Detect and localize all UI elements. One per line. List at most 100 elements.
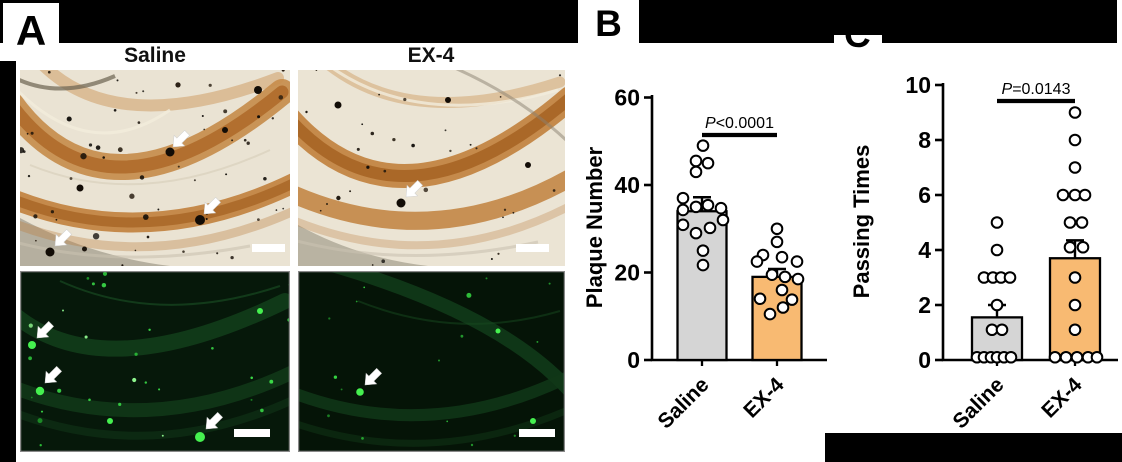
data-point — [753, 292, 767, 306]
y-tick-label: 8 — [918, 127, 931, 153]
y-tick-label: 0 — [918, 347, 931, 373]
data-point — [770, 235, 784, 249]
data-point — [1076, 240, 1090, 254]
data-point — [1056, 188, 1070, 202]
data-point — [701, 198, 715, 212]
data-point — [986, 271, 1000, 284]
y-tick-label: 6 — [918, 182, 931, 208]
data-point — [696, 258, 710, 272]
scale-bar — [516, 244, 549, 252]
saline-brightfield-micrograph — [20, 70, 290, 266]
data-point — [785, 293, 799, 306]
data-point — [689, 154, 703, 168]
data-point — [790, 255, 804, 268]
ex4-fluorescence-micrograph — [298, 271, 565, 452]
y-tick-label: 0 — [627, 347, 640, 373]
data-point — [1068, 133, 1082, 147]
data-point — [997, 350, 1011, 364]
data-point — [1059, 350, 1073, 364]
arrow-icon — [36, 321, 54, 339]
scale-bar — [519, 429, 555, 437]
data-point — [1063, 216, 1077, 229]
data-point — [756, 248, 770, 262]
arrow-icon — [205, 412, 223, 430]
data-point — [995, 323, 1009, 337]
x-category-label-saline: Saline — [949, 373, 1009, 433]
y-tick-label: 4 — [918, 237, 931, 263]
y-tick-label: 60 — [614, 85, 640, 111]
y-tick-label: 40 — [614, 172, 640, 198]
column-title-ex4: EX-4 — [407, 44, 455, 67]
y-tick-label: 20 — [614, 260, 640, 286]
scale-bar — [234, 429, 270, 437]
bar-ex-4 — [1048, 257, 1102, 362]
data-point — [1068, 188, 1082, 202]
x-category-label-ex-4: EX-4 — [739, 373, 789, 423]
data-point — [703, 221, 717, 235]
data-point — [985, 323, 999, 337]
bottom-redaction-bar — [825, 433, 1122, 462]
data-point — [676, 191, 690, 205]
data-point — [1068, 298, 1082, 312]
panel-b-label: B — [578, 0, 639, 45]
top-redaction-bar-left — [0, 0, 580, 43]
significance-label: P=0.0143 — [1002, 81, 1071, 98]
bar-saline — [676, 210, 728, 362]
data-point — [696, 139, 710, 152]
arrow-icon — [203, 197, 221, 215]
y-axis-title: Plaque Number — [582, 146, 607, 308]
data-point — [791, 272, 805, 286]
data-point — [1048, 350, 1062, 364]
data-point — [689, 165, 703, 179]
left-redaction-bar — [0, 61, 16, 462]
data-point — [990, 350, 1004, 364]
data-point — [977, 271, 991, 284]
data-point — [1075, 216, 1089, 229]
arrow-icon — [364, 368, 382, 386]
data-point — [1078, 188, 1092, 202]
data-point — [1068, 161, 1082, 174]
data-point — [1004, 350, 1018, 364]
data-point — [984, 350, 998, 364]
data-point — [1068, 323, 1082, 337]
data-point — [970, 350, 984, 364]
arrow-icon — [54, 229, 72, 247]
data-point — [763, 307, 777, 321]
data-point — [701, 156, 715, 170]
arrow-icon — [405, 180, 423, 198]
column-title-saline: Saline — [124, 44, 186, 67]
data-point — [977, 350, 991, 364]
data-point — [676, 203, 690, 217]
saline-fluorescence-micrograph — [20, 271, 290, 452]
data-point — [676, 218, 690, 232]
scale-bar — [252, 244, 285, 252]
data-point — [765, 268, 779, 281]
data-point — [696, 244, 710, 257]
arrow-icon — [172, 130, 190, 148]
data-point — [750, 255, 764, 268]
significance-label: P<0.0001 — [705, 115, 774, 132]
y-tick-label: 2 — [918, 292, 931, 318]
x-category-label-saline: Saline — [654, 373, 714, 433]
data-point — [776, 301, 790, 314]
data-point — [990, 298, 1004, 312]
data-point — [1068, 106, 1082, 119]
data-point — [1081, 350, 1095, 364]
y-axis-title: Passing Times — [849, 145, 874, 299]
arrow-icon — [44, 366, 62, 384]
data-point — [1063, 240, 1077, 254]
data-point — [990, 243, 1004, 257]
data-point — [994, 271, 1008, 284]
x-category-label-ex-4: EX-4 — [1037, 373, 1087, 423]
data-point — [716, 213, 730, 227]
data-point — [1068, 271, 1082, 284]
bar-saline — [970, 316, 1024, 362]
data-point — [1090, 350, 1104, 364]
data-point — [689, 200, 703, 214]
panel-c-label: C — [834, 35, 882, 65]
bar-ex-4 — [751, 275, 803, 362]
data-point — [689, 226, 703, 240]
data-point — [775, 283, 789, 297]
data-point — [1003, 271, 1017, 284]
